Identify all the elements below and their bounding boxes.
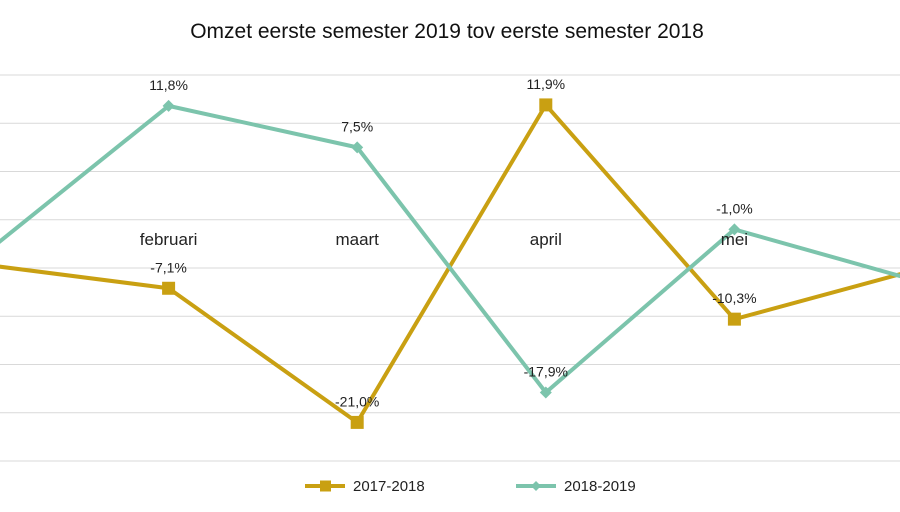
data-point	[162, 99, 175, 112]
legend-label: 2017-2018	[353, 478, 425, 495]
data-label: 11,8%	[149, 77, 188, 93]
data-label: -17,9%	[524, 363, 568, 379]
data-label: -10,3%	[712, 290, 756, 306]
data-point	[351, 141, 364, 154]
legend-marker	[320, 480, 331, 492]
series-line-2018-2019	[0, 103, 900, 395]
data-labels: -7,1% -21,0% 11,9% -10,3% 11,8% 7,5% -17,9% -1,…	[149, 76, 756, 409]
data-point	[162, 281, 176, 295]
category-label: februari	[140, 230, 198, 249]
data-label: -7,1%	[150, 259, 187, 275]
chart-title: Omzet eerste semester 2019 tov eerste se…	[190, 20, 704, 43]
series-line-2017-2018	[0, 102, 900, 425]
data-label: 11,9%	[526, 76, 565, 92]
data-point	[350, 415, 364, 429]
legend: 2017-2018 2018-2019	[305, 478, 636, 495]
data-point	[727, 312, 741, 326]
data-point	[539, 98, 553, 112]
data-label: 7,5%	[341, 118, 373, 134]
data-point	[539, 386, 552, 399]
series-lines	[0, 98, 900, 429]
legend-label: 2018-2019	[564, 478, 636, 495]
data-label: -21,0%	[335, 393, 379, 409]
legend-marker	[531, 481, 541, 491]
category-label: mei	[721, 230, 748, 249]
category-label: maart	[335, 230, 379, 249]
category-label: april	[530, 230, 562, 249]
data-point	[728, 223, 741, 236]
category-labels: rifebruarimaartaprilmeij	[140, 230, 748, 249]
data-label: -1,0%	[716, 200, 753, 216]
